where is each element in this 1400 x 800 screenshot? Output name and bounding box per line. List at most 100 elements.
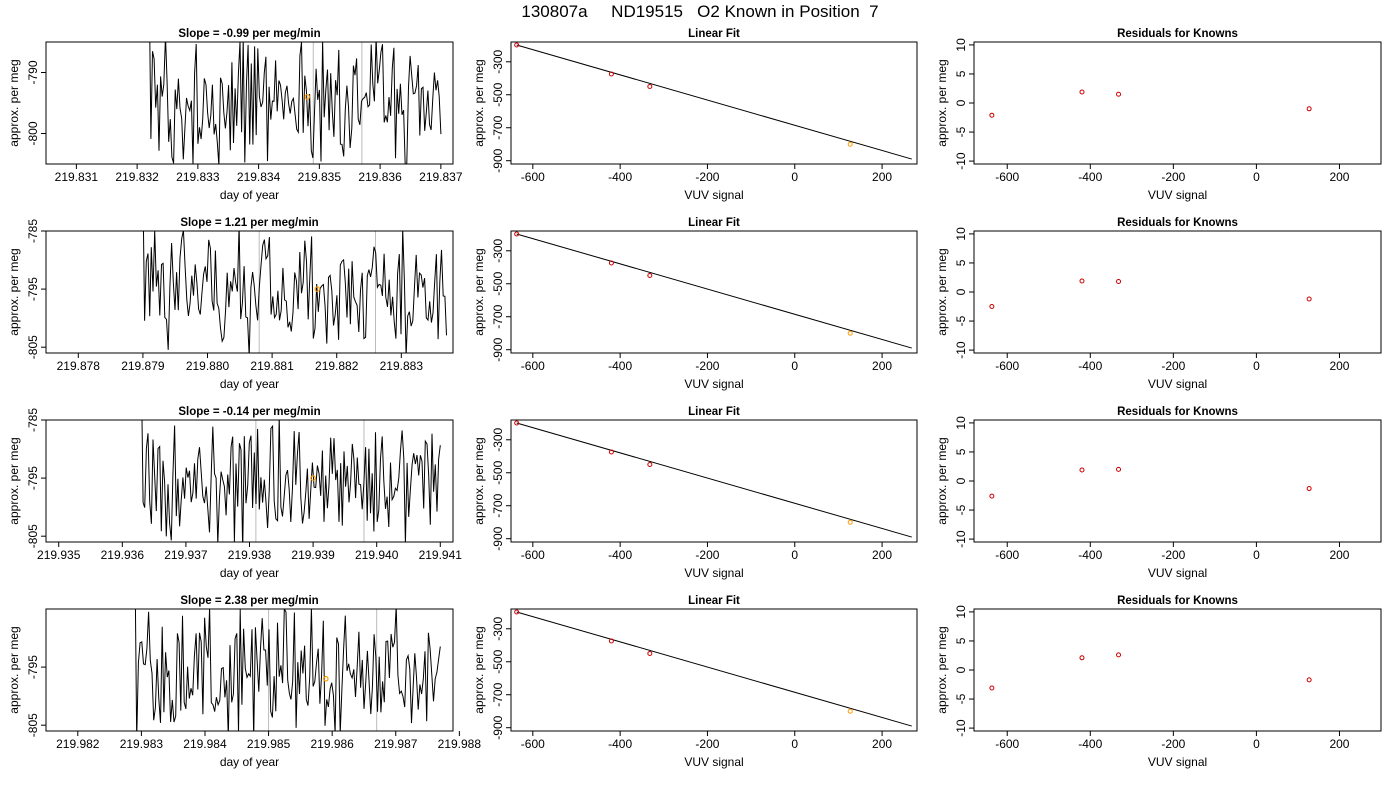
x-tick-label: 219.982 xyxy=(56,737,100,751)
plot-area xyxy=(514,420,912,538)
x-tick-label: 0 xyxy=(791,359,798,373)
x-tick-label: 200 xyxy=(872,548,892,562)
y-axis-label: approx. per meg xyxy=(7,248,21,335)
y-tick-label: 0 xyxy=(954,99,968,106)
plot-frame xyxy=(973,419,1382,543)
plot-frame xyxy=(973,608,1382,732)
data-point xyxy=(1079,278,1085,284)
x-tick-label: 219.938 xyxy=(228,548,272,562)
y-tick-label: 5 xyxy=(954,70,968,77)
x-tick-label: -600 xyxy=(521,170,545,184)
x-tick-label: -200 xyxy=(695,170,719,184)
x-tick-label: 0 xyxy=(1253,359,1260,373)
panel-timeseries-row-3: Slope = -0.14 per meg/min 219.935 219.936 2… xyxy=(7,406,462,580)
x-tick-label: 219.878 xyxy=(57,359,101,373)
y-axis-label: approx. per meg xyxy=(935,248,949,335)
panel-residuals-row-1: Residuals for Knowns -600 -400 -200 0 200 10 5 0… xyxy=(935,28,1382,202)
data-point xyxy=(647,84,653,90)
data-point xyxy=(1079,467,1085,473)
figure-title: 130807a ND19515 O2 Known in Position 7 xyxy=(521,2,879,21)
panel-title: Slope = -0.99 per meg/min xyxy=(178,28,320,40)
fit-line xyxy=(516,44,912,160)
x-tick-label: -400 xyxy=(1078,170,1102,184)
y-axis-label: approx. per meg xyxy=(472,59,486,146)
y-tick-label: 10 xyxy=(954,416,968,430)
plot-area xyxy=(989,278,1312,310)
y-tick-label: -700 xyxy=(491,304,505,328)
x-axis-label: day of year xyxy=(220,188,279,202)
x-tick-label: -600 xyxy=(995,359,1019,373)
y-tick-label: -500 xyxy=(491,649,505,673)
fit-line xyxy=(516,611,912,727)
y-tick-label: -785 xyxy=(26,408,40,432)
panel-title: Linear Fit xyxy=(688,406,740,418)
y-tick-label: 0 xyxy=(954,666,968,673)
data-point xyxy=(847,519,853,525)
x-tick-label: 219.837 xyxy=(419,170,463,184)
y-tick-label: 5 xyxy=(954,259,968,266)
panel-title: Residuals for Knowns xyxy=(1117,595,1238,607)
y-tick-label: -10 xyxy=(954,719,968,737)
fit-line xyxy=(516,422,912,538)
known-marker xyxy=(304,94,311,100)
x-tick-label: -400 xyxy=(608,170,632,184)
x-tick-label: -600 xyxy=(995,737,1019,751)
data-point xyxy=(1306,486,1312,492)
data-point xyxy=(514,420,520,426)
y-axis-label: approx. per meg xyxy=(472,248,486,335)
y-tick-label: -300 xyxy=(491,238,505,262)
y-tick-label: -10 xyxy=(954,341,968,359)
x-tick-label: 219.987 xyxy=(374,737,418,751)
y-tick-label: -300 xyxy=(491,616,505,640)
panel-fit-row-1: Linear Fit -600 -400 -200 0 200 -300 -500 -700 -9… xyxy=(472,28,918,202)
x-tick-label: -400 xyxy=(608,737,632,751)
plot-frame xyxy=(510,41,918,165)
y-tick-label: -5 xyxy=(954,315,968,326)
x-tick-label: -200 xyxy=(1161,170,1185,184)
x-tick-label: -600 xyxy=(521,737,545,751)
x-tick-label: 0 xyxy=(791,548,798,562)
x-tick-label: 219.835 xyxy=(298,170,342,184)
data-point xyxy=(989,493,995,499)
y-axis-label: approx. per meg xyxy=(7,437,21,524)
data-point xyxy=(1306,677,1312,683)
data-point xyxy=(608,638,614,644)
x-tick-label: 219.983 xyxy=(120,737,164,751)
x-tick-label: 0 xyxy=(791,170,798,184)
known-marker xyxy=(314,286,321,292)
data-point xyxy=(647,273,653,279)
x-tick-label: -200 xyxy=(1161,548,1185,562)
x-tick-label: 219.939 xyxy=(291,548,335,562)
y-tick-label: 5 xyxy=(954,448,968,455)
data-point xyxy=(1116,91,1122,97)
x-axis-label: VUV signal xyxy=(1148,188,1207,202)
data-point xyxy=(608,71,614,77)
x-tick-label: -600 xyxy=(995,548,1019,562)
panel-residuals-row-4: Residuals for Knowns -600 -400 -200 0 200 10 5 0… xyxy=(935,595,1382,769)
x-tick-label: 219.836 xyxy=(358,170,402,184)
panel-title: Slope = 1.21 per meg/min xyxy=(180,217,318,229)
x-tick-label: 219.984 xyxy=(183,737,227,751)
x-axis-label: VUV signal xyxy=(1148,755,1207,769)
plot-area xyxy=(149,42,442,164)
y-tick-label: 0 xyxy=(954,288,968,295)
x-tick-label: 219.832 xyxy=(115,170,159,184)
x-tick-label: 219.831 xyxy=(55,170,99,184)
panel-title: Linear Fit xyxy=(688,217,740,229)
data-point xyxy=(989,304,995,310)
x-tick-label: 0 xyxy=(791,737,798,751)
y-tick-label: -300 xyxy=(491,427,505,451)
x-axis-label: VUV signal xyxy=(684,377,743,391)
plot-area xyxy=(514,231,912,349)
x-tick-label: 219.882 xyxy=(315,359,359,373)
plot-area xyxy=(989,652,1312,691)
x-tick-label: 219.985 xyxy=(247,737,291,751)
plot-area xyxy=(989,89,1312,118)
timeseries-trace xyxy=(149,42,442,164)
plot-area xyxy=(141,420,441,542)
data-point xyxy=(1116,466,1122,472)
y-tick-label: -795 xyxy=(26,655,40,679)
panel-residuals-row-3: Residuals for Knowns -600 -400 -200 0 200 10 5 0… xyxy=(935,406,1382,580)
x-tick-label: 219.988 xyxy=(438,737,482,751)
